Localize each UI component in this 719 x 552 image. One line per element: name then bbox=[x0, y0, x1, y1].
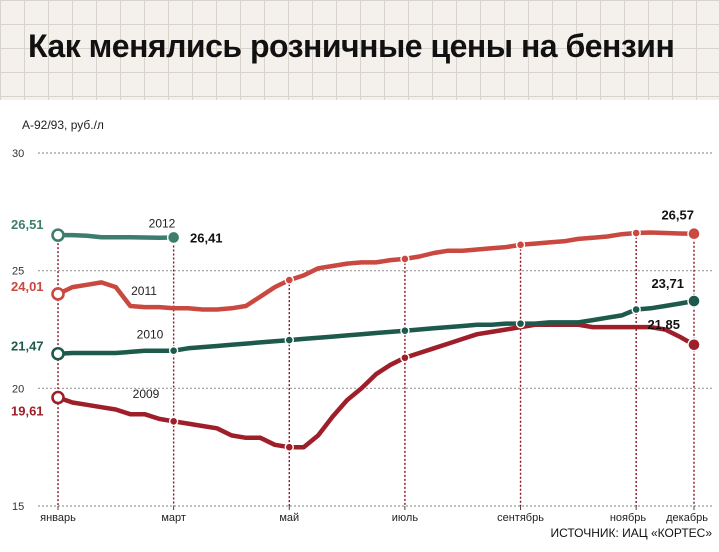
marker-2012 bbox=[51, 228, 65, 242]
source-note: ИСТОЧНИК: ИАЦ «КОРТЕС» bbox=[550, 526, 712, 540]
series-name-label-2012: 2012 bbox=[149, 216, 176, 230]
marker-2009 bbox=[400, 353, 410, 363]
series-line-2011 bbox=[55, 230, 697, 312]
marker-2011 bbox=[515, 240, 526, 250]
lines-layer bbox=[55, 230, 697, 450]
marker-2011 bbox=[284, 275, 294, 285]
marker-2010 bbox=[400, 325, 410, 336]
x-tick-label: май bbox=[279, 512, 299, 524]
grid-layer: 30 25 20 15 январь март май июль сентябрь ноябрь д… bbox=[12, 148, 712, 524]
last-value-label-2011: 26,57 bbox=[661, 208, 694, 223]
last-value-label-2010: 23,71 bbox=[651, 276, 684, 291]
x-tick-label: март bbox=[161, 512, 186, 524]
first-value-label-2009: 19,61 bbox=[11, 404, 44, 419]
marker-2010 bbox=[687, 294, 701, 308]
x-tick-label: январь bbox=[40, 512, 76, 524]
last-value-label-2012: 26,41 bbox=[190, 230, 223, 245]
series-name-label-2011: 2011 bbox=[131, 284, 157, 298]
y-axis-label: А-92/93, руб./л bbox=[22, 118, 104, 132]
series-line-2009 bbox=[55, 322, 697, 450]
x-tick-label: сентябрь bbox=[497, 512, 544, 524]
marker-2010 bbox=[631, 304, 641, 315]
marker-2011 bbox=[400, 254, 410, 264]
series-line-2010 bbox=[55, 298, 697, 356]
marker-2009 bbox=[51, 390, 65, 405]
first-value-label-2012: 26,51 bbox=[11, 217, 44, 232]
series-line-2012 bbox=[55, 232, 176, 240]
series-name-label-2009: 2009 bbox=[133, 387, 160, 401]
last-value-label-2009: 21,85 bbox=[647, 317, 680, 332]
marker-2011 bbox=[631, 228, 641, 238]
y-tick-label: 25 bbox=[12, 266, 24, 278]
x-tick-label: ноябрь bbox=[610, 512, 647, 524]
marker-2010 bbox=[168, 345, 179, 356]
markers-layer bbox=[51, 227, 701, 452]
labels-layer: 26,51 24,01 21,47 19,61 2009 2010 2011 2012 21,8… bbox=[11, 208, 694, 419]
x-tick-label: декабрь bbox=[666, 512, 708, 524]
x-tick-label: июль bbox=[392, 512, 419, 524]
y-tick-label: 20 bbox=[12, 383, 24, 395]
marker-2010 bbox=[515, 318, 526, 329]
chart-title: Как менялись розничные цены на бензин bbox=[28, 28, 675, 64]
marker-2009 bbox=[687, 338, 701, 352]
marker-2009 bbox=[284, 442, 294, 452]
y-tick-label: 30 bbox=[12, 148, 24, 160]
marker-2010 bbox=[51, 346, 65, 361]
marker-2011 bbox=[51, 287, 65, 301]
first-value-label-2010: 21,47 bbox=[11, 339, 44, 354]
drop-lines-layer bbox=[57, 233, 695, 506]
marker-2012 bbox=[166, 230, 181, 245]
series-name-label-2010: 2010 bbox=[137, 328, 164, 342]
marker-2010 bbox=[284, 335, 294, 345]
marker-2009 bbox=[168, 416, 179, 426]
first-value-label-2011: 24,01 bbox=[11, 279, 44, 294]
y-tick-label: 15 bbox=[12, 501, 24, 513]
marker-2011 bbox=[687, 227, 701, 241]
